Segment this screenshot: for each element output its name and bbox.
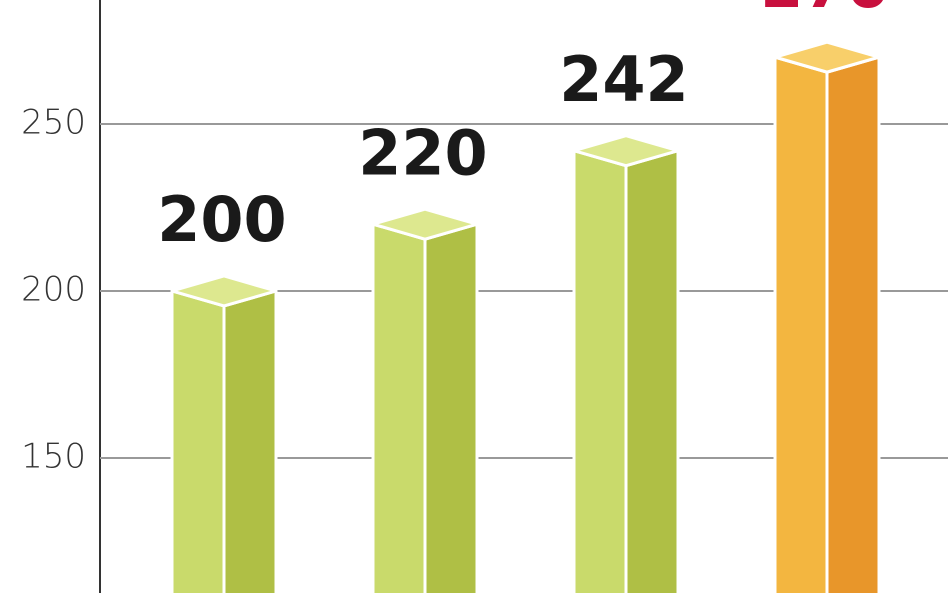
bar <box>170 274 278 593</box>
bar-side <box>825 55 881 593</box>
value-label: 270 <box>760 0 889 22</box>
bar-top <box>170 274 278 308</box>
y-tick-label: 150 <box>21 437 86 477</box>
bar-side <box>222 289 278 593</box>
bar-top <box>773 40 881 74</box>
y-tick-label: 200 <box>21 269 86 309</box>
bar-side <box>624 149 680 593</box>
bar-side <box>423 222 479 593</box>
bar-top <box>572 134 680 168</box>
value-label: 200 <box>157 183 286 256</box>
y-tick-label: 250 <box>21 102 86 142</box>
bar-front <box>170 289 226 593</box>
bar-front <box>371 222 427 593</box>
bar <box>371 207 479 593</box>
bar-front <box>773 55 829 593</box>
bar <box>572 134 680 593</box>
bar <box>773 40 881 593</box>
value-label: 220 <box>358 116 487 189</box>
bar-top <box>371 207 479 241</box>
bar-front <box>572 149 628 593</box>
value-label: 242 <box>559 43 688 116</box>
